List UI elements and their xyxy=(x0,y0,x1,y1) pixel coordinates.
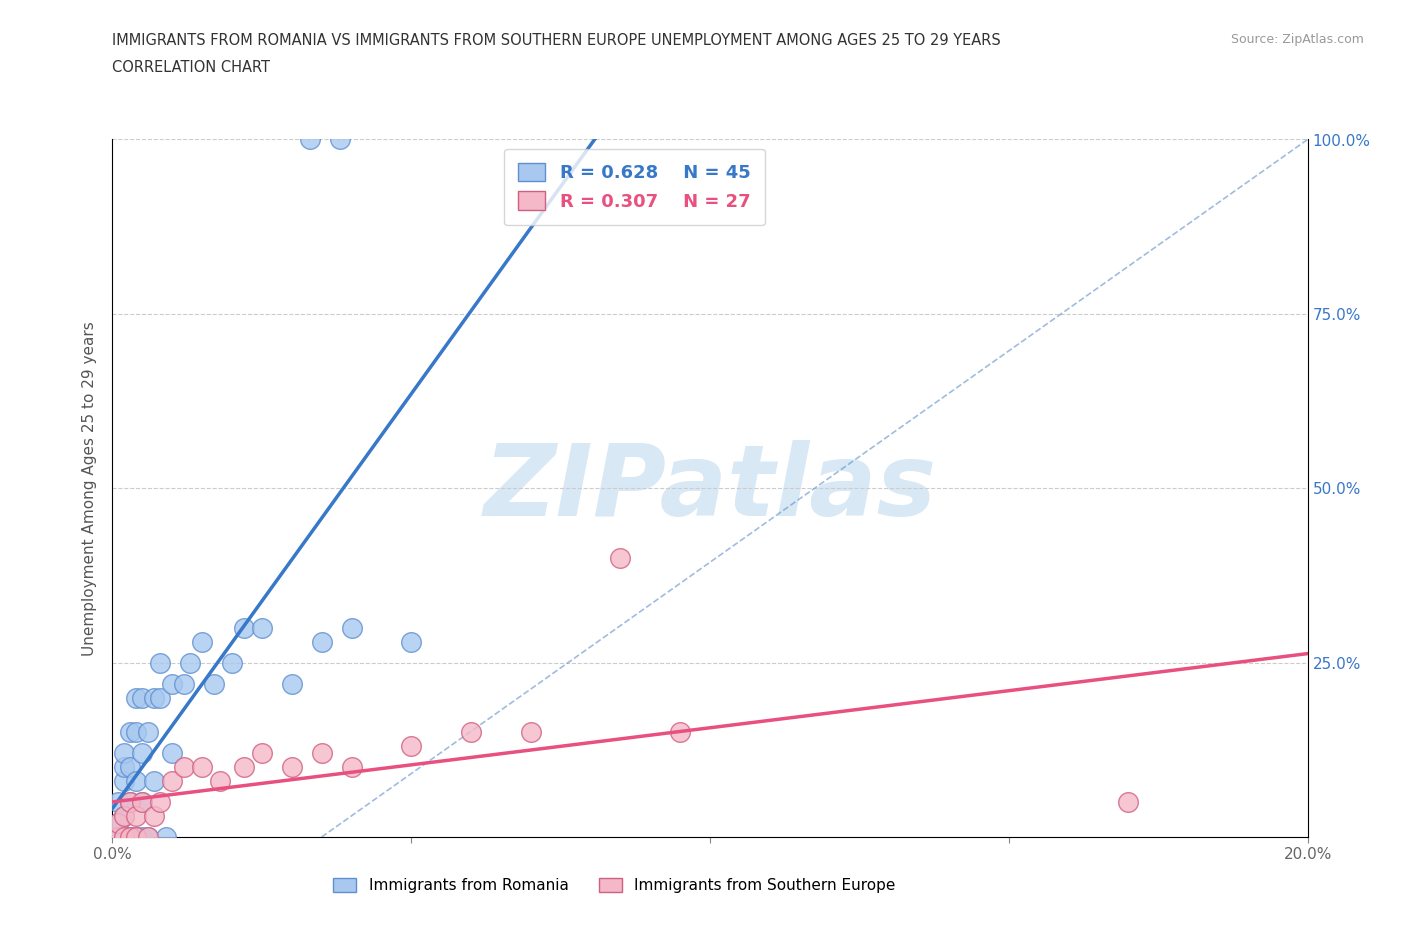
Point xyxy=(221,656,243,671)
Point xyxy=(162,746,183,761)
Point xyxy=(114,809,135,824)
Point xyxy=(143,690,166,705)
Point xyxy=(149,690,172,705)
Point xyxy=(202,676,225,691)
Point xyxy=(669,725,692,740)
Point xyxy=(401,738,423,753)
Point xyxy=(120,760,142,775)
Point xyxy=(173,676,195,691)
Point xyxy=(107,830,129,844)
Point xyxy=(107,816,129,830)
Point xyxy=(138,830,160,844)
Point xyxy=(162,676,183,691)
Point xyxy=(232,760,256,775)
Point xyxy=(114,774,135,789)
Point xyxy=(107,830,129,844)
Point xyxy=(131,830,153,844)
Point xyxy=(131,794,153,809)
Point xyxy=(460,725,482,740)
Point xyxy=(149,656,172,671)
Point xyxy=(250,746,273,761)
Point xyxy=(114,830,135,844)
Point xyxy=(173,760,195,775)
Point xyxy=(191,634,214,649)
Point xyxy=(114,809,135,824)
Point xyxy=(107,830,129,844)
Point xyxy=(125,725,148,740)
Point xyxy=(208,774,231,789)
Point xyxy=(191,760,214,775)
Point xyxy=(401,634,423,649)
Point xyxy=(149,794,172,809)
Point xyxy=(120,794,142,809)
Point xyxy=(328,132,352,147)
Point xyxy=(1118,794,1140,809)
Point xyxy=(114,746,135,761)
Point xyxy=(120,725,142,740)
Point xyxy=(281,760,304,775)
Point xyxy=(138,725,160,740)
Point xyxy=(250,620,273,635)
Point xyxy=(120,794,142,809)
Point xyxy=(120,830,142,844)
Point xyxy=(125,690,148,705)
Point xyxy=(340,620,363,635)
Point xyxy=(131,746,153,761)
Point xyxy=(120,830,142,844)
Point xyxy=(125,774,148,789)
Point xyxy=(311,746,333,761)
Point xyxy=(155,830,177,844)
Point xyxy=(131,690,153,705)
Text: IMMIGRANTS FROM ROMANIA VS IMMIGRANTS FROM SOUTHERN EUROPE UNEMPLOYMENT AMONG AG: IMMIGRANTS FROM ROMANIA VS IMMIGRANTS FR… xyxy=(112,33,1001,47)
Point xyxy=(298,132,321,147)
Point xyxy=(125,809,148,824)
Point xyxy=(143,809,166,824)
Point xyxy=(143,774,166,789)
Point xyxy=(131,794,153,809)
Point xyxy=(232,620,256,635)
Point xyxy=(520,725,543,740)
Point xyxy=(162,774,183,789)
Legend: Immigrants from Romania, Immigrants from Southern Europe: Immigrants from Romania, Immigrants from… xyxy=(328,871,901,899)
Point xyxy=(107,794,129,809)
Point xyxy=(114,830,135,844)
Text: Source: ZipAtlas.com: Source: ZipAtlas.com xyxy=(1230,33,1364,46)
Point xyxy=(311,634,333,649)
Text: CORRELATION CHART: CORRELATION CHART xyxy=(112,60,270,75)
Point xyxy=(340,760,363,775)
Point xyxy=(107,816,129,830)
Point xyxy=(107,830,129,844)
Point xyxy=(114,760,135,775)
Text: ZIPatlas: ZIPatlas xyxy=(484,440,936,537)
Point xyxy=(114,830,135,844)
Y-axis label: Unemployment Among Ages 25 to 29 years: Unemployment Among Ages 25 to 29 years xyxy=(82,321,97,656)
Point xyxy=(179,656,201,671)
Point xyxy=(125,830,148,844)
Point xyxy=(281,676,304,691)
Point xyxy=(609,551,631,565)
Point xyxy=(125,830,148,844)
Point xyxy=(138,830,160,844)
